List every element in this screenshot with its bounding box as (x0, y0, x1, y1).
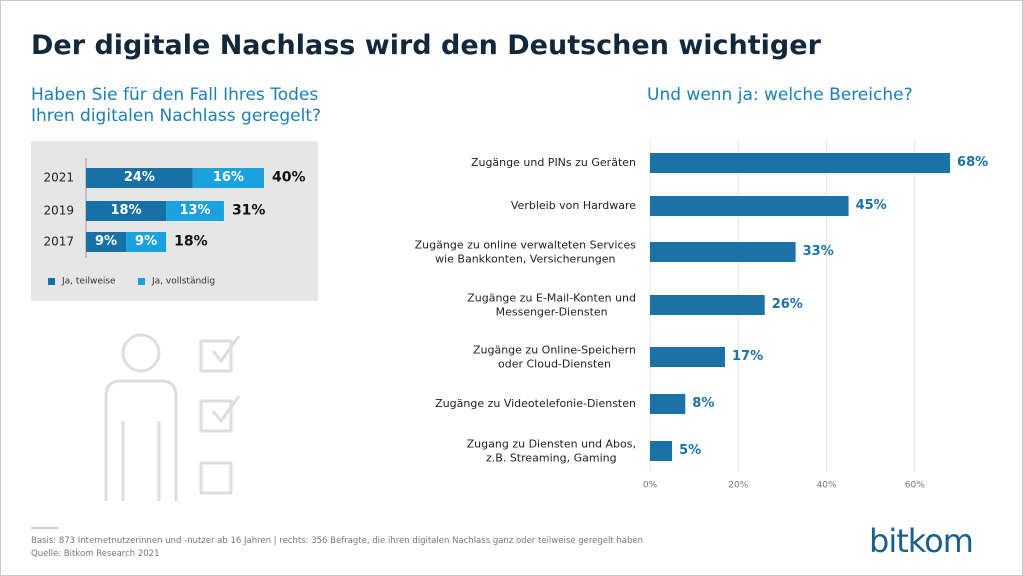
value-label: 9% (94, 233, 118, 249)
category-label: Zugänge zu Videotelefonie-Diensten (435, 397, 636, 411)
total-label: 18% (174, 233, 208, 250)
legend-swatch (138, 278, 145, 285)
value-label: 13% (179, 202, 211, 218)
bar-segment (166, 201, 224, 221)
category-label: 2019 (43, 203, 74, 218)
bar-segment (86, 232, 127, 252)
value-label: 26% (771, 296, 803, 312)
bar (650, 394, 686, 414)
bar (650, 242, 796, 262)
value-label: 68% (957, 154, 989, 170)
bar-segment (192, 168, 264, 188)
category-label: Verbleib von Hardware (510, 199, 636, 213)
x-tick-label: 20% (728, 480, 749, 491)
bar (650, 153, 951, 173)
category-label: Zugänge und PINs zu Geräten (470, 156, 636, 170)
x-tick-label: 40% (816, 480, 837, 491)
total-label: 31% (231, 202, 266, 219)
value-label: 9% (135, 233, 158, 249)
value-label: 45% (855, 197, 887, 213)
footnote: Basis: 873 Internetnutzerinnen und -nutz… (31, 536, 643, 546)
bar (650, 295, 765, 315)
source: Quelle: Bitkom Research 2021 (31, 549, 160, 559)
value-label: 8% (692, 395, 715, 411)
bar (650, 441, 673, 461)
legend-label: Ja, vollständig (152, 276, 216, 287)
legend-swatch (48, 278, 55, 285)
title: Der digitale Nachlass wird den Deutschen… (31, 30, 821, 61)
value-label: 33% (802, 243, 834, 259)
bar (650, 196, 849, 216)
x-tick-label: 60% (904, 480, 925, 491)
logo: bitkom (869, 522, 974, 560)
left-subtitle: Haben Sie für den Fall Ihres Todes Ihren… (31, 85, 322, 127)
right-subtitle: Und wenn ja: welche Bereiche? (647, 85, 913, 105)
category-label: 2017 (43, 234, 74, 249)
category-label: Zugänge zu E-Mail-Konten und Messenger-D… (467, 291, 636, 318)
value-label: 16% (212, 169, 244, 185)
bar-segment (86, 201, 167, 221)
category-label: Zugänge zu online verwalteten Services w… (414, 238, 636, 265)
bar-segment (86, 168, 193, 188)
bar (650, 347, 726, 367)
bar-segment (126, 232, 167, 252)
category-label: Zugänge zu Online-Speichern oder Cloud-D… (472, 343, 636, 370)
value-label: 18% (110, 202, 142, 218)
x-tick-label: 0% (642, 480, 658, 491)
category-label: 2021 (43, 170, 74, 185)
value-label: 5% (679, 442, 702, 458)
total-label: 40% (272, 169, 306, 186)
value-label: 17% (732, 348, 764, 364)
value-label: 24% (123, 169, 155, 185)
category-label: Zugang zu Diensten und Abos, z.B. Stream… (466, 437, 636, 464)
legend-label: Ja, teilweise (62, 276, 116, 287)
person-icon (104, 333, 241, 501)
